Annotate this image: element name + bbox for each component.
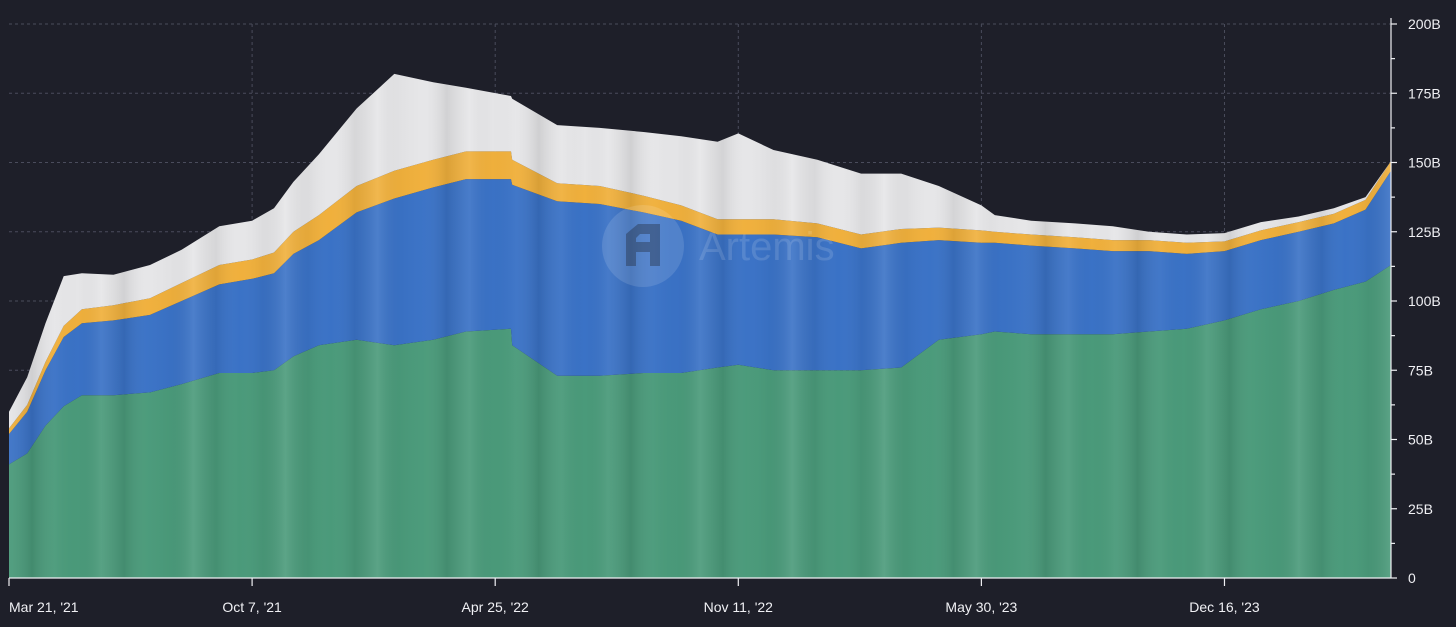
y-tick-label: 25B bbox=[1408, 501, 1433, 517]
x-tick-label: Oct 7, '21 bbox=[222, 599, 282, 615]
y-tick-label: 75B bbox=[1408, 362, 1433, 378]
artemis-logo-glyph-icon bbox=[626, 224, 660, 266]
axes: 0 25B 50B 75B 100B 125B 150B 175B 200B Mar 21, '2… bbox=[8, 16, 1441, 615]
y-tick-label: 100B bbox=[1408, 293, 1441, 309]
y-tick-label: 150B bbox=[1408, 155, 1441, 171]
watermark-text: Artemis bbox=[699, 225, 835, 269]
x-tick-label: Mar 21, '21 bbox=[9, 599, 79, 615]
x-tick-label: Dec 16, '23 bbox=[1189, 599, 1260, 615]
y-tick-label: 200B bbox=[1408, 16, 1441, 32]
x-tick-label: Nov 11, '22 bbox=[704, 599, 774, 615]
x-tick-label: May 30, '23 bbox=[945, 599, 1017, 615]
y-tick-label: 50B bbox=[1408, 432, 1433, 448]
y-tick-label: 125B bbox=[1408, 224, 1441, 240]
artemis-watermark: Artemis bbox=[602, 205, 835, 287]
vertical-shading-stripes bbox=[9, 73, 1391, 578]
y-tick-label: 175B bbox=[1408, 85, 1441, 101]
y-tick-label: 0 bbox=[1408, 570, 1416, 586]
artemis-logo-icon bbox=[602, 205, 684, 287]
x-tick-label: Apr 25, '22 bbox=[462, 599, 529, 615]
